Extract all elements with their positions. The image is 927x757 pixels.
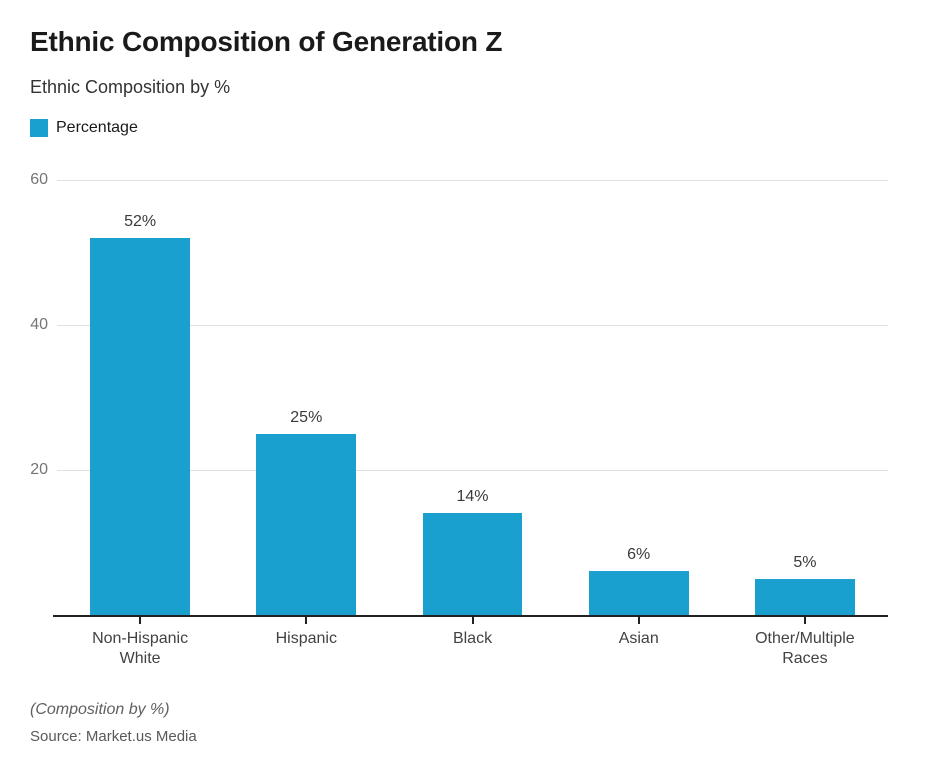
gridline	[57, 325, 888, 326]
x-axis-label: Asian	[618, 629, 659, 647]
plot-area: 52% 25% 14%	[30, 171, 888, 624]
legend-swatch-icon	[30, 118, 48, 137]
x-axis-label: Hispanic	[275, 629, 337, 647]
legend: Percentage	[30, 118, 897, 137]
x-axis-tick	[471, 616, 474, 624]
bar-value-label: 6%	[627, 546, 651, 564]
bar-black: 14%	[422, 488, 523, 615]
bar-non-hispanic-white: 52%	[90, 213, 190, 615]
y-axis-tick-label: 20	[30, 461, 48, 478]
x-axis-label: Black	[452, 629, 493, 647]
x-axis-tick	[803, 616, 806, 624]
x-axis-label-cell: Other/Multiple Races	[722, 629, 888, 670]
x-axis-label-cell: Hispanic	[223, 629, 389, 670]
y-axis-tick-label: 60	[30, 170, 48, 188]
x-axis-tick	[139, 616, 142, 624]
bars-layer: 52% 25% 14%	[57, 180, 888, 624]
plot-wrap: 52% 25% 14%	[30, 171, 888, 670]
x-axis-line	[53, 614, 888, 617]
footnote: (Composition by %)	[30, 700, 170, 718]
x-axis-label-cell: Asian	[556, 629, 722, 670]
gridline	[57, 470, 888, 471]
x-axis-label-cell: Non-Hispanic White	[57, 629, 223, 670]
x-axis-label: Other/Multiple Races	[755, 629, 855, 668]
bar-value-label: 5%	[793, 553, 817, 571]
x-axis-label: Non-Hispanic White	[92, 629, 189, 668]
gridline	[57, 179, 888, 181]
bar-column: 5%	[722, 180, 888, 624]
legend-label: Percentage	[56, 118, 138, 136]
source-text: Source: Market.us Media	[30, 727, 197, 745]
chart-subtitle: Ethnic Composition by %	[30, 77, 231, 98]
bar-hispanic: 25%	[256, 409, 357, 615]
bar-column: 25%	[223, 180, 389, 624]
bar-value-label: 14%	[456, 488, 489, 506]
x-axis-labels: Non-Hispanic White Hispanic Black Asian …	[57, 629, 888, 670]
bar-asian: 6%	[588, 546, 689, 615]
bar-value-label: 25%	[290, 408, 323, 426]
x-axis-label-cell: Black	[389, 629, 555, 670]
bar-column: 14%	[389, 180, 555, 624]
bar-value-label: 52%	[124, 212, 157, 230]
bar-other-multiple-races: 5%	[755, 554, 855, 615]
x-axis-tick	[637, 616, 640, 624]
bar-column: 6%	[556, 180, 722, 624]
y-axis-tick-label: 40	[30, 316, 48, 333]
x-axis-tick	[305, 616, 308, 624]
chart-title: Ethnic Composition of Generation Z	[30, 26, 503, 57]
bar-column: 52%	[57, 180, 223, 624]
